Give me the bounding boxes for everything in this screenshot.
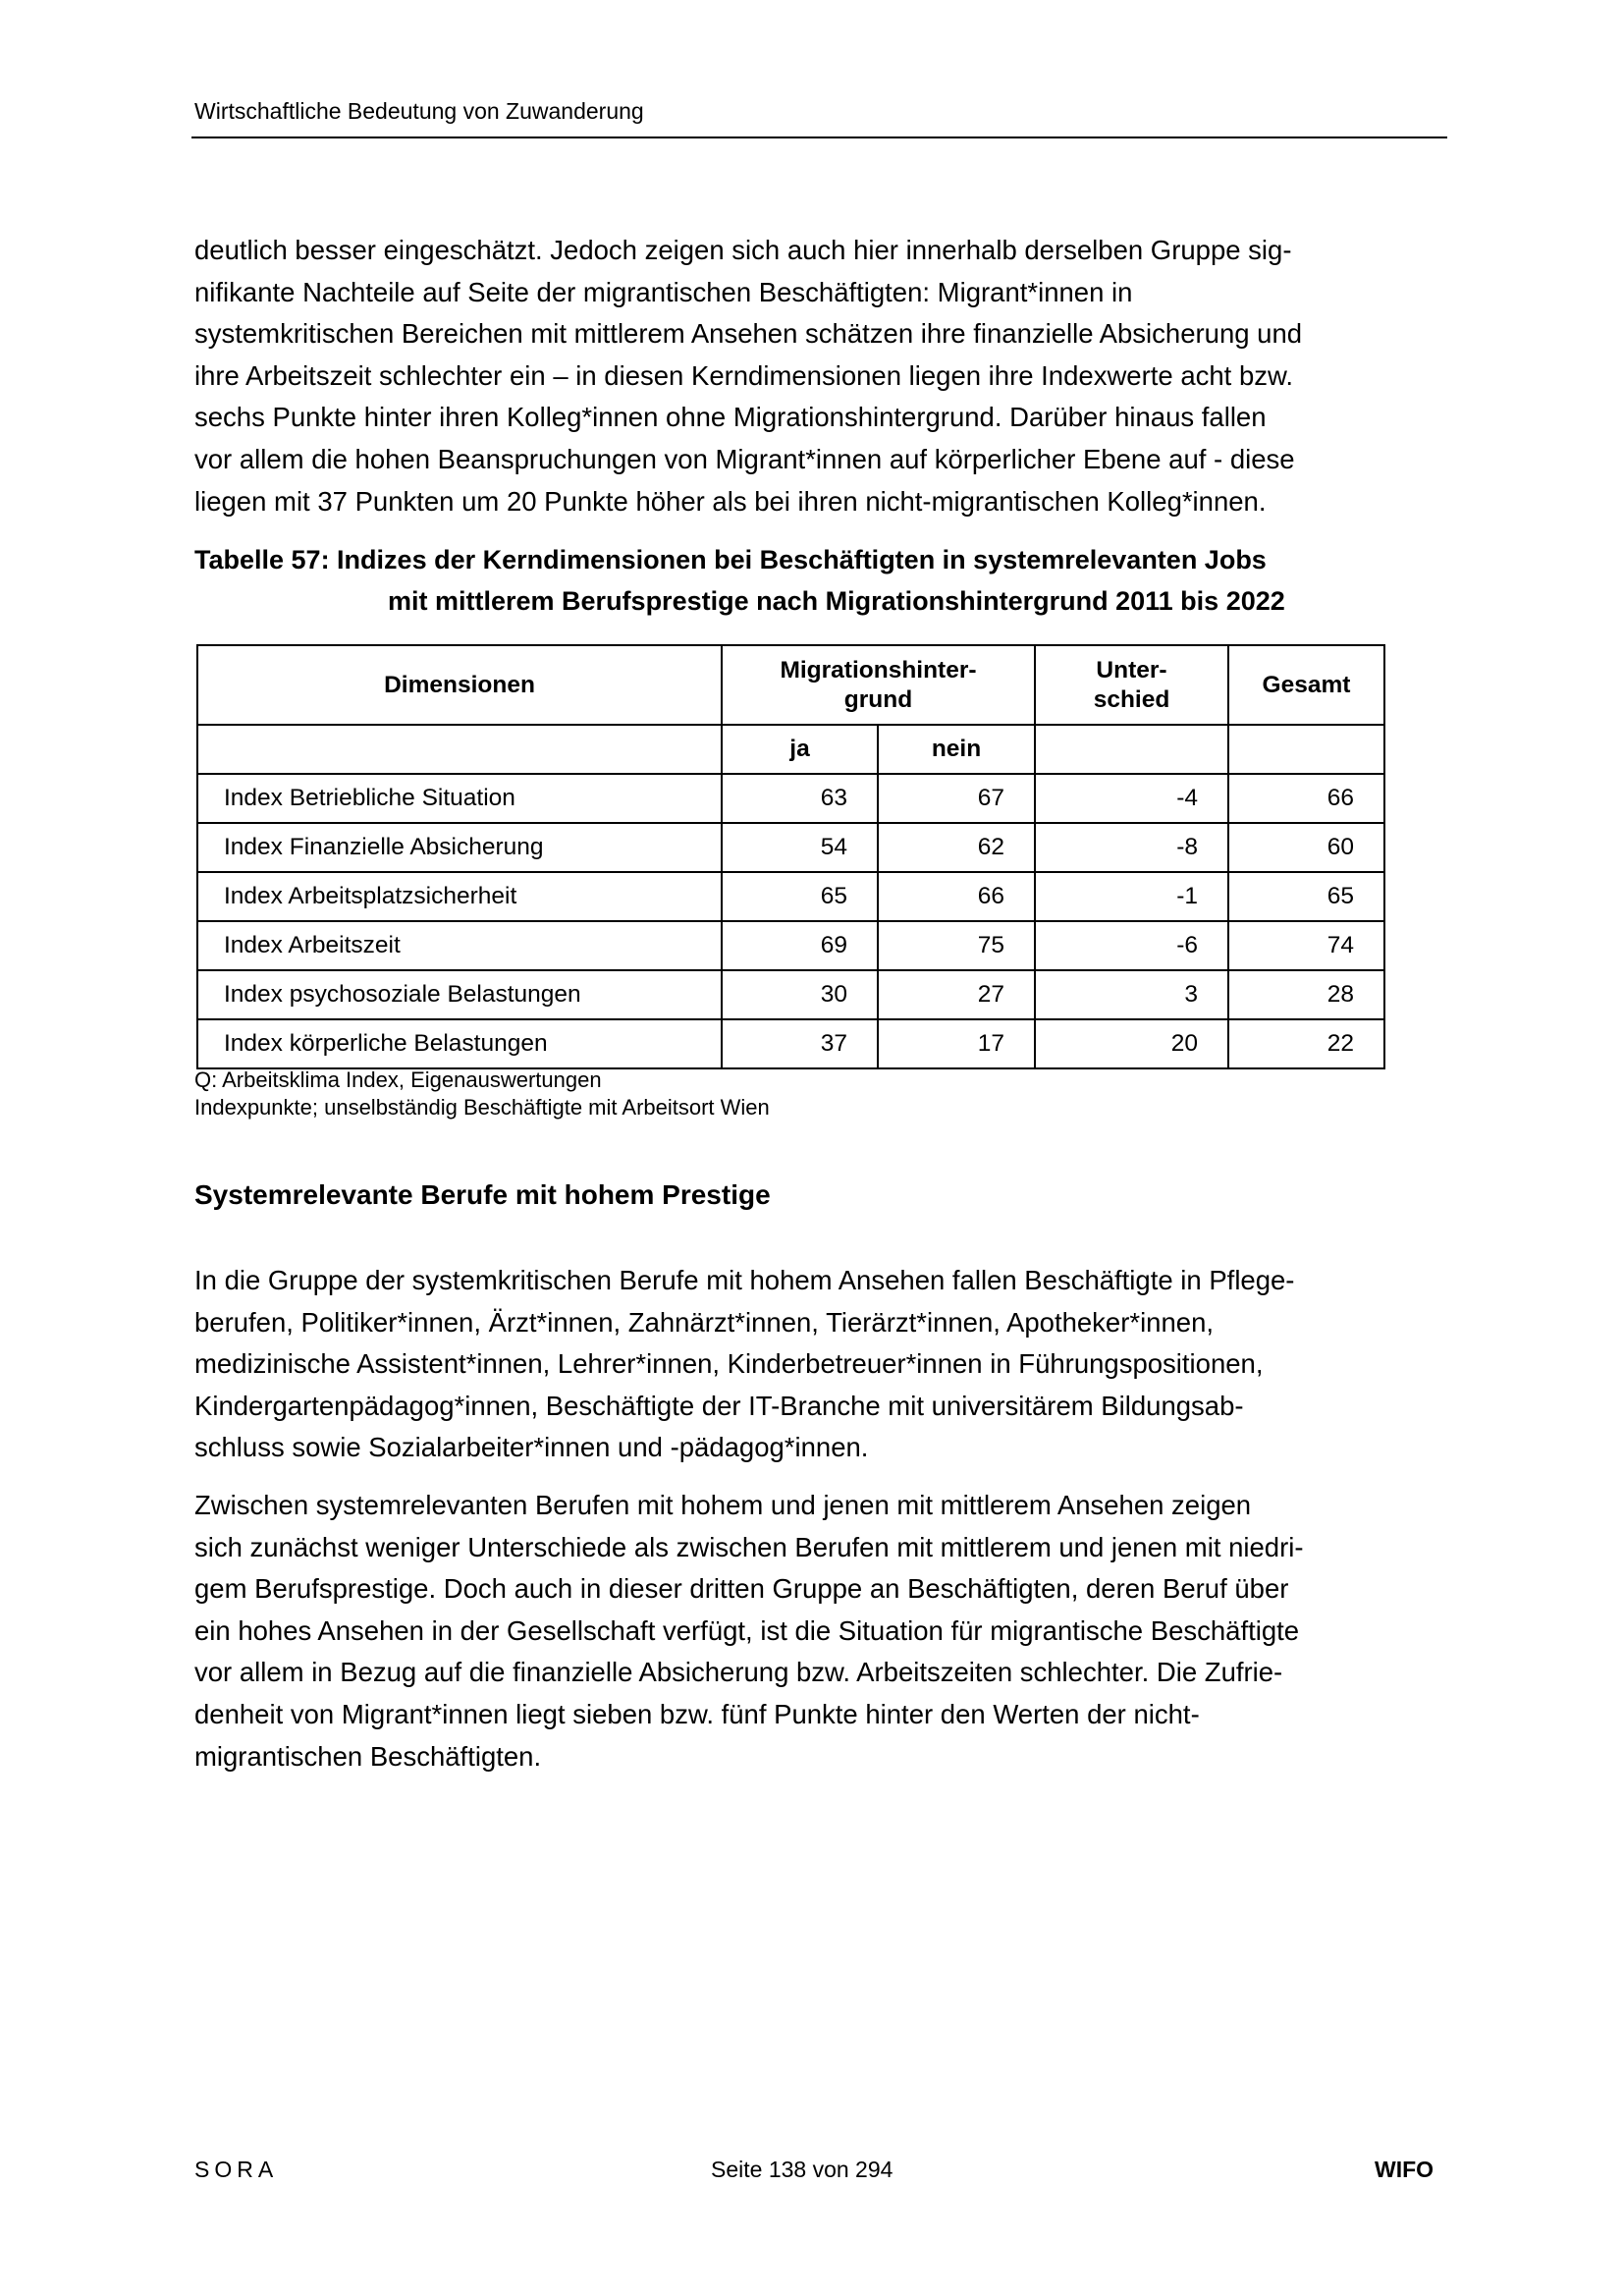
cell-gesamt: 66 <box>1227 773 1385 824</box>
text-line: vor allem die hohen Beanspruchungen von … <box>194 443 1295 474</box>
row-label: Index körperliche Belastungen <box>196 1018 723 1069</box>
text-line: ihre Arbeitszeit schlechter ein – in die… <box>194 359 1293 391</box>
cell-ja: 37 <box>721 1018 879 1069</box>
header-unterschied: Unter-schied <box>1034 644 1229 726</box>
cell-ja: 65 <box>721 871 879 922</box>
cell-ja: 54 <box>721 822 879 873</box>
header-empty <box>196 724 723 775</box>
text-line: schluss sowie Sozialarbeiter*innen und -… <box>194 1432 869 1463</box>
text-line: vor allem in Bezug auf die finanzielle A… <box>194 1657 1283 1688</box>
cell-unterschied: -6 <box>1034 920 1229 971</box>
cell-nein: 75 <box>877 920 1036 971</box>
cell-unterschied: -1 <box>1034 871 1229 922</box>
text-line: sich zunächst weniger Unterschiede als z… <box>194 1531 1304 1562</box>
cell-ja: 30 <box>721 969 879 1020</box>
cell-gesamt: 22 <box>1227 1018 1385 1069</box>
cell-gesamt: 60 <box>1227 822 1385 873</box>
table-caption: Tabelle 57: Indizes der Kerndimensionen … <box>194 539 1285 622</box>
paragraph-3: Zwischen systemrelevanten Berufen mit ho… <box>194 1485 1461 1777</box>
cell-nein: 17 <box>877 1018 1036 1069</box>
cell-nein: 62 <box>877 822 1036 873</box>
text-line: deutlich besser eingeschätzt. Jedoch zei… <box>194 235 1292 265</box>
header-rule <box>191 137 1447 138</box>
text-line: liegen mit 37 Punkten um 20 Punkte höher… <box>194 485 1267 517</box>
header-nein: nein <box>877 724 1036 775</box>
text-line: medizinische Assistent*innen, Lehrer*inn… <box>194 1348 1264 1380</box>
cell-unterschied: -4 <box>1034 773 1229 824</box>
table-row: Index Arbeitsplatzsicherheit 65 66 -1 65 <box>196 871 1385 922</box>
running-header: Wirtschaftliche Bedeutung von Zuwanderun… <box>194 98 644 124</box>
page-number: Seite 138 von 294 <box>711 2157 893 2182</box>
table-row: Index Finanzielle Absicherung 54 62 -8 60 <box>196 822 1385 873</box>
paragraph-1: deutlich besser eingeschätzt. Jedoch zei… <box>194 230 1461 522</box>
wifo-logo: WIFO <box>1375 2157 1435 2182</box>
cell-nein: 67 <box>877 773 1036 824</box>
cell-gesamt: 65 <box>1227 871 1385 922</box>
cell-gesamt: 74 <box>1227 920 1385 971</box>
text-line: In die Gruppe der systemkritischen Beruf… <box>194 1265 1295 1295</box>
row-label: Index Betriebliche Situation <box>196 773 723 824</box>
text-line: ein hohes Ansehen in der Gesellschaft ve… <box>194 1614 1300 1646</box>
text-line: denheit von Migrant*innen liegt sieben b… <box>194 1698 1200 1729</box>
table-row: Index körperliche Belastungen 37 17 20 22 <box>196 1018 1385 1069</box>
text-line: Kindergartenpädagog*innen, Beschäftigte … <box>194 1390 1244 1421</box>
sora-logo: SORA <box>194 2157 279 2182</box>
paragraph-2: In die Gruppe der systemkritischen Beruf… <box>194 1260 1461 1469</box>
text-line: systemkritischen Bereichen mit mittlerem… <box>194 318 1303 350</box>
caption-line: Tabelle 57: Indizes der Kerndimensionen … <box>194 545 1267 574</box>
header-ja: ja <box>721 724 879 775</box>
header-empty <box>1227 724 1385 775</box>
header-migrationshintergrund: Migrationshinter-grund <box>721 644 1036 726</box>
cell-ja: 69 <box>721 920 879 971</box>
cell-nein: 66 <box>877 871 1036 922</box>
cell-gesamt: 28 <box>1227 969 1385 1020</box>
row-label: Index Arbeitszeit <box>196 920 723 971</box>
text-line: migrantischen Beschäftigten. <box>194 1740 542 1772</box>
text-line: sechs Punkte hinter ihren Kolleg*innen o… <box>194 402 1267 433</box>
header-dimensionen: Dimensionen <box>196 644 723 726</box>
table-row: Index psychosoziale Belastungen 30 27 3 28 <box>196 969 1385 1020</box>
row-label: Index Arbeitsplatzsicherheit <box>196 871 723 922</box>
text-line: gem Berufsprestige. Doch auch in dieser … <box>194 1573 1289 1605</box>
header-gesamt: Gesamt <box>1227 644 1385 726</box>
cell-unterschied: 3 <box>1034 969 1229 1020</box>
cell-unterschied: 20 <box>1034 1018 1229 1069</box>
cell-ja: 63 <box>721 773 879 824</box>
table-row: Index Arbeitszeit 69 75 -6 74 <box>196 920 1385 971</box>
table-row: Index Betriebliche Situation 63 67 -4 66 <box>196 773 1385 824</box>
caption-line: mit mittlerem Berufsprestige nach Migrat… <box>388 586 1285 616</box>
header-empty <box>1034 724 1229 775</box>
table-source: Q: Arbeitsklima Index, Eigenauswertungen <box>194 1067 602 1092</box>
table-notes: Q: Arbeitsklima Index, Eigenauswertungen… <box>194 1066 770 1121</box>
table-note: Indexpunkte; unselbständig Beschäftigte … <box>194 1095 770 1120</box>
row-label: Index psychosoziale Belastungen <box>196 969 723 1020</box>
text-line: Zwischen systemrelevanten Berufen mit ho… <box>194 1490 1252 1520</box>
text-line: berufen, Politiker*innen, Ärzt*innen, Za… <box>194 1306 1215 1338</box>
text-line: nifikante Nachteile auf Seite der migran… <box>194 276 1133 307</box>
section-heading: Systemrelevante Berufe mit hohem Prestig… <box>194 1179 771 1210</box>
row-label: Index Finanzielle Absicherung <box>196 822 723 873</box>
cell-nein: 27 <box>877 969 1036 1020</box>
data-table: Dimensionen Migrationshinter-grund Unter… <box>196 644 1385 1069</box>
cell-unterschied: -8 <box>1034 822 1229 873</box>
